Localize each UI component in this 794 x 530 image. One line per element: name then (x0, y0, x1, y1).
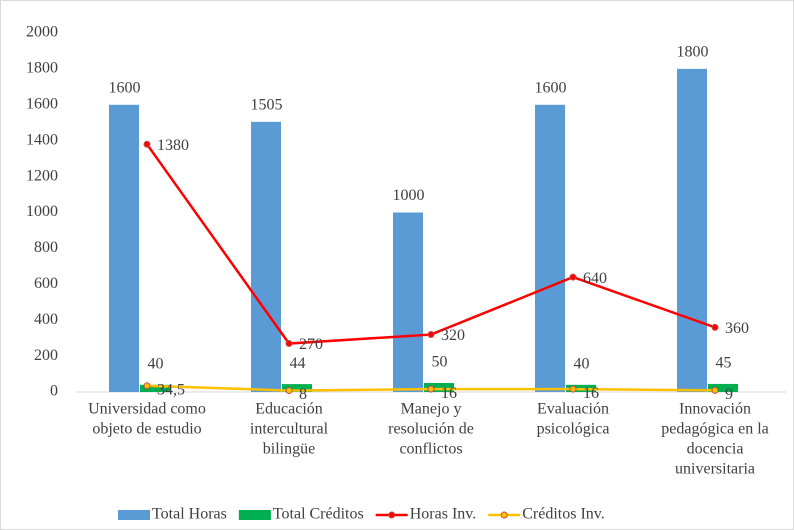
x-tick-label: docencia (687, 441, 744, 458)
bar (282, 384, 312, 392)
line-marker (711, 386, 719, 394)
line-marker (569, 273, 577, 281)
line-marker (285, 340, 293, 348)
data-label: 45 (716, 355, 732, 372)
data-label: 1505 (251, 97, 283, 114)
y-tick-label: 400 (34, 311, 58, 328)
legend-label: Créditos Inv. (522, 506, 605, 523)
line-marker (569, 385, 577, 393)
bar (677, 68, 707, 393)
x-tick-label: psicológica (537, 421, 610, 438)
y-tick-label: 200 (34, 347, 58, 364)
y-tick-label: 800 (34, 239, 58, 256)
y-tick-label: 0 (50, 383, 58, 400)
legend-label: Total Créditos (273, 506, 364, 523)
data-label: 1000 (393, 187, 425, 204)
bar (251, 121, 281, 392)
data-label: 9 (725, 386, 733, 403)
legend-swatch (118, 510, 150, 520)
legend-label: Total Horas (152, 506, 227, 523)
line-marker (427, 385, 435, 393)
y-tick-label: 1000 (26, 203, 58, 220)
data-label: 270 (299, 336, 323, 353)
data-label: 640 (583, 270, 607, 287)
data-label: 40 (148, 355, 164, 372)
legend-swatch (238, 510, 271, 520)
line-marker (427, 331, 435, 339)
x-tick-label: intercultural (250, 421, 329, 438)
data-label: 360 (725, 320, 749, 337)
data-label: 40 (574, 355, 590, 372)
x-tick-label: bilingüe (263, 441, 315, 458)
x-tick-label: objeto de estudio (92, 421, 201, 438)
y-tick-label: 2000 (26, 24, 58, 41)
x-tick-label: Innovación (679, 401, 751, 418)
data-label: 320 (441, 327, 465, 344)
bar (140, 384, 170, 392)
x-tick-label: universitaria (675, 461, 755, 478)
line-marker (143, 140, 151, 148)
x-tick-label: Manejo y (401, 401, 462, 418)
bar (708, 383, 738, 392)
line-marker (711, 323, 719, 331)
legend-label: Horas Inv. (410, 506, 477, 523)
data-label: 50 (432, 354, 448, 371)
x-tick-label: Educación (255, 401, 323, 418)
data-label: 8 (299, 386, 307, 403)
bar (424, 383, 454, 392)
bar (109, 104, 139, 393)
y-tick-label: 1200 (26, 167, 58, 184)
legend-swatch (388, 511, 396, 519)
bar (393, 212, 423, 392)
data-label: 34,5 (157, 381, 185, 398)
line-marker (143, 382, 151, 390)
bar (535, 104, 565, 393)
data-label: 16 (583, 385, 599, 402)
y-tick-label: 600 (34, 275, 58, 292)
data-label: 16 (441, 385, 457, 402)
x-tick-label: pedagógica en la (661, 421, 769, 438)
data-label: 1800 (677, 44, 709, 61)
data-label: 1600 (109, 79, 141, 96)
data-label: 44 (290, 355, 306, 372)
legend-swatch (500, 511, 508, 519)
line-marker (285, 387, 293, 395)
y-tick-label: 1600 (26, 95, 58, 112)
x-tick-label: conflictos (399, 441, 462, 458)
y-tick-label: 1800 (26, 60, 58, 77)
y-tick-label: 1400 (26, 131, 58, 148)
x-tick-label: resolución de (388, 421, 474, 438)
data-label: 1600 (535, 79, 567, 96)
x-tick-label: Universidad como (88, 401, 206, 418)
x-tick-label: Evaluación (537, 401, 609, 418)
data-label: 1380 (157, 137, 189, 154)
